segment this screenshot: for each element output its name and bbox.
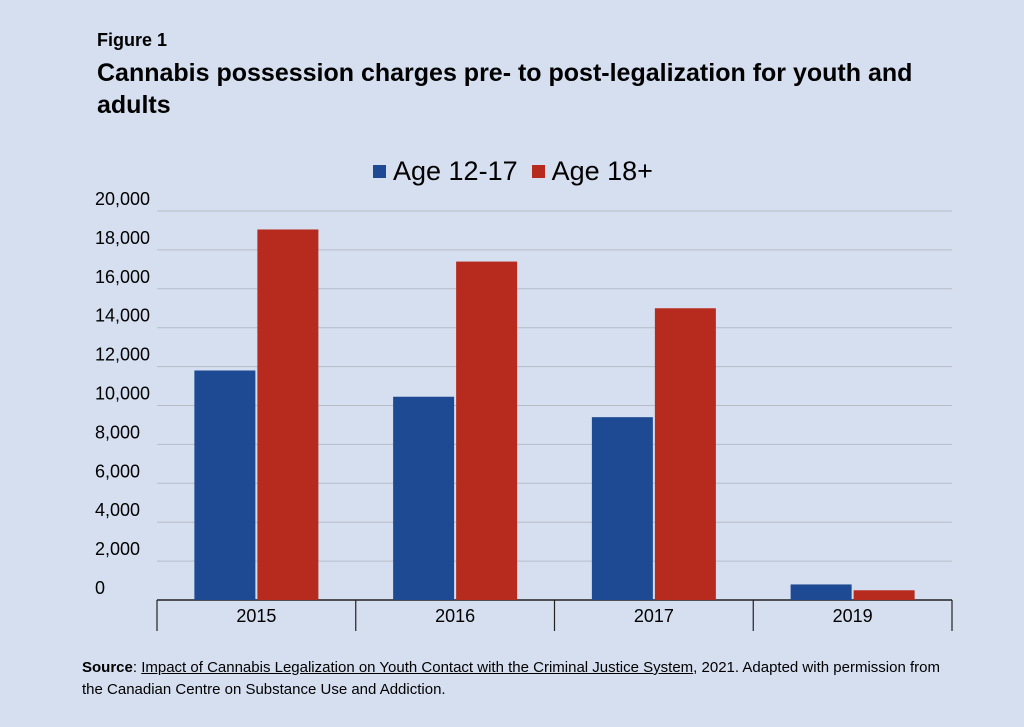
y-tick-label: 20,000 [95, 189, 150, 209]
y-tick-label: 18,000 [95, 228, 150, 248]
bar-age-18-plus-2019 [853, 590, 915, 600]
legend-swatch-age-12-17 [373, 164, 386, 178]
source-link[interactable]: Impact of Cannabis Legalization on Youth… [141, 659, 694, 676]
legend-item-age-18-plus: Age 18+ [531, 155, 653, 187]
x-tick-label: 2019 [833, 606, 873, 626]
bar-age-18-plus-2016 [456, 261, 518, 600]
x-tick-label: 2015 [236, 606, 276, 626]
y-tick-label: 10,000 [95, 384, 150, 404]
bar-age-12-17-2017 [591, 417, 653, 600]
legend-label-age-12-17: Age 12-17 [393, 155, 518, 186]
source-label: Source [82, 659, 133, 676]
bar-age-12-17-2015 [194, 370, 256, 600]
y-tick-label: 4,000 [95, 500, 140, 520]
source-note: Source: Impact of Cannabis Legalization … [82, 659, 940, 698]
x-tick-label: 2017 [634, 606, 674, 626]
y-tick-label: 6,000 [95, 461, 140, 481]
chart-title: Cannabis possession charges pre- to post… [97, 59, 913, 119]
y-tick-label: 2,000 [95, 539, 140, 559]
y-tick-label: 12,000 [95, 345, 150, 365]
bar-age-12-17-2016 [393, 396, 455, 600]
legend-swatch-age-18-plus [531, 164, 545, 178]
legend-item-age-12-17: Age 12-17 [373, 156, 518, 187]
y-tick-label: 8,000 [95, 422, 140, 442]
legend-label-age-18-plus: Age 18+ [551, 155, 653, 186]
chart-legend: Age 12-17 Age 18+ [373, 154, 667, 188]
figure-label: Figure 1 [97, 30, 168, 50]
source-rest: , 2021. Adapted with permission from the… [82, 659, 940, 698]
bar-age-18-plus-2017 [654, 308, 716, 600]
y-tick-label: 0 [95, 578, 105, 598]
y-tick-label: 14,000 [95, 306, 150, 326]
bar-age-12-17-2019 [790, 584, 852, 600]
x-tick-label: 2016 [435, 606, 475, 626]
bar-age-18-plus-2015 [257, 229, 319, 601]
y-tick-label: 16,000 [95, 267, 150, 287]
